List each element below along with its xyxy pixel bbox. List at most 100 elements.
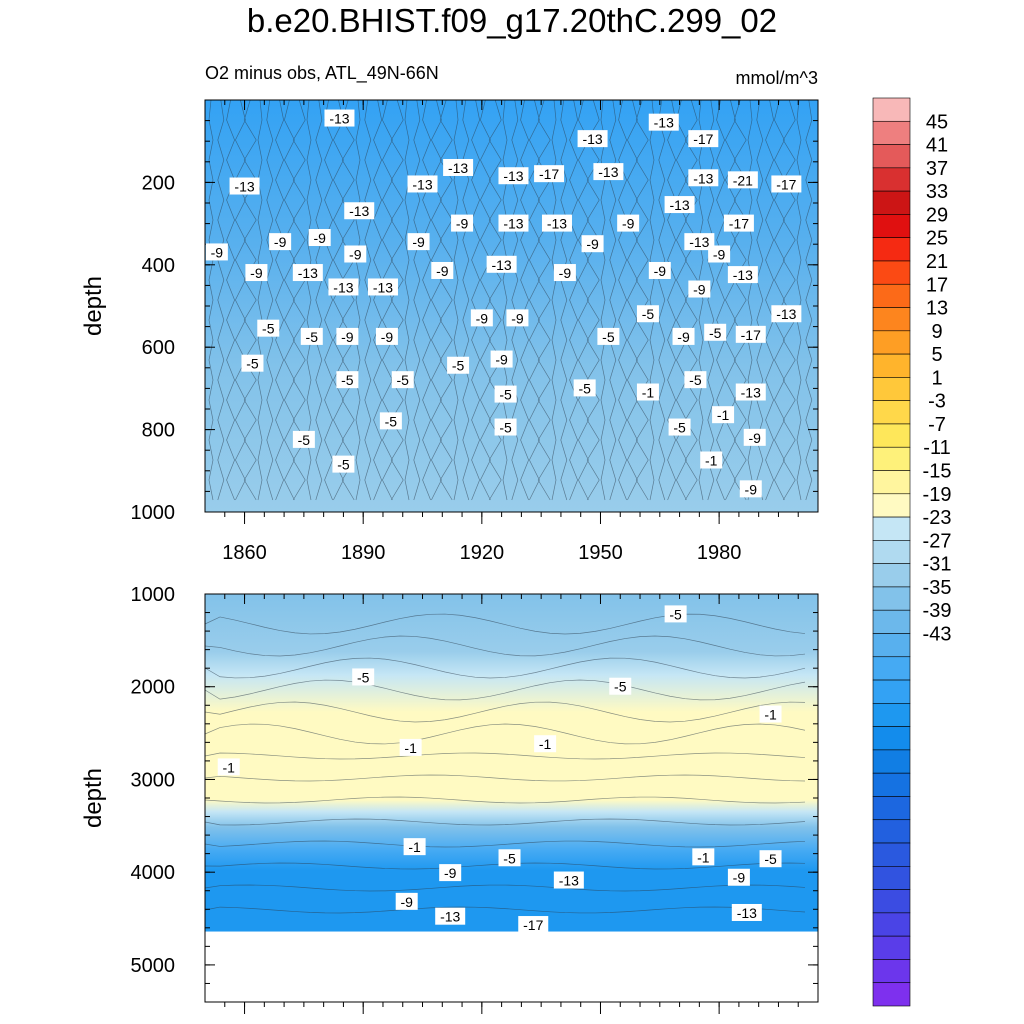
contour-label: -5	[332, 455, 355, 473]
contour-label: -5	[597, 327, 620, 345]
colorbar-swatch	[872, 330, 911, 355]
contour-label-text: -5	[614, 679, 627, 695]
colorbar-swatch	[872, 959, 911, 984]
y-tick-label: 1000	[131, 502, 176, 524]
contour-label-text: -13	[547, 216, 567, 232]
contour-label-box	[553, 871, 584, 889]
contour-label-box	[490, 350, 513, 368]
contour-label-text: -9	[274, 234, 287, 250]
contour-label: -5	[609, 677, 632, 695]
contour-label-text: -1	[705, 453, 718, 469]
contour-label-text: -13	[689, 234, 709, 250]
contour-label-box	[735, 383, 766, 401]
y-tick-label: 600	[142, 337, 175, 359]
contour-label: -13	[735, 383, 766, 401]
contour-label-box	[593, 163, 624, 181]
contour-label: -9	[506, 309, 529, 327]
contour-label-box	[447, 356, 470, 374]
contour-label-text: -13	[741, 385, 761, 401]
contour-label-box	[534, 165, 565, 183]
contour-label: -5	[391, 371, 414, 389]
contour-label-box	[688, 169, 719, 187]
contour-label: -9	[205, 243, 228, 261]
colorbar-swatch	[872, 749, 911, 774]
contour-labels: -13-13-13-17-13 -13-13-13 -17 -13 -13 -21 -17-…	[205, 109, 802, 498]
contour-label-box	[292, 430, 315, 448]
contour-label-text: -9	[349, 247, 362, 263]
contour-label: -9	[708, 245, 731, 263]
contour-label: -9	[308, 229, 331, 247]
contour-label-text: -9	[444, 865, 457, 881]
contour-label-text: -9	[436, 263, 449, 279]
contour-label-text: -17	[693, 131, 713, 147]
contour-label: -9	[431, 261, 454, 279]
contour-line	[204, 635, 806, 657]
contour-label-box	[391, 371, 414, 389]
contour-label-box	[636, 383, 659, 401]
contour-label-box	[723, 214, 754, 232]
contour-line	[204, 906, 806, 914]
colorbar-swatch	[872, 167, 911, 192]
contour-label-text: -5	[689, 372, 702, 388]
contour-line	[782, 99, 796, 501]
contour-label-box	[399, 738, 422, 756]
contour-fill	[205, 594, 818, 932]
contour-label-text: -5	[499, 420, 512, 436]
colorbar-swatch	[872, 842, 911, 867]
contour-label-box	[712, 406, 735, 424]
colorbar-swatch	[872, 120, 911, 145]
contour-label: -1	[399, 738, 422, 756]
contour-label-box	[771, 175, 802, 193]
contour-label: -1	[692, 848, 715, 866]
contour-line	[275, 99, 284, 501]
contour-label: -13	[648, 113, 679, 131]
colorbar-swatch	[872, 726, 911, 751]
contour-line	[226, 99, 235, 501]
contour-label-box	[684, 233, 715, 251]
contour-label-text: -13	[582, 131, 602, 147]
contour-label: -9	[727, 868, 750, 886]
colorbar-label: 41	[926, 135, 948, 157]
contour-label-text: -5	[452, 358, 465, 374]
contour-label: -9	[743, 428, 766, 446]
contour-label-text: -21	[733, 172, 753, 188]
contour-label: -13	[727, 266, 758, 284]
contour-label-text: -1	[717, 407, 730, 423]
contour-label: -13	[498, 214, 529, 232]
contour-label-box	[553, 264, 576, 282]
contour-label-text: -9	[250, 265, 263, 281]
chart-units-label: mmol/m^3	[735, 68, 818, 88]
contour-line	[333, 99, 344, 501]
colorbar-swatch	[872, 609, 911, 634]
contour-label-text: -1	[404, 740, 417, 756]
colorbar-label: -7	[928, 414, 946, 436]
colorbar-swatch	[872, 912, 911, 937]
contour-label-box	[407, 175, 438, 193]
contour-label-text: -9	[412, 234, 425, 250]
colorbar-label: -31	[923, 554, 952, 576]
contour-label-text: -13	[491, 257, 511, 273]
contour-line	[765, 99, 774, 501]
contour-label: -9	[375, 327, 398, 345]
contour-label: -9	[245, 264, 268, 282]
contour-line	[413, 99, 421, 501]
colorbar-label: 5	[931, 344, 942, 366]
contour-label: -9	[470, 309, 493, 327]
contour-line	[257, 99, 263, 501]
colorbar-swatch	[872, 819, 911, 844]
colorbar-swatch	[872, 446, 911, 471]
contour-label-text: -13	[234, 179, 254, 195]
contour-label-text: -9	[559, 265, 572, 281]
contour-label: -9	[648, 261, 671, 279]
colorbar-label: -11	[923, 437, 950, 459]
contour-line	[725, 99, 736, 501]
contour-label-box	[672, 327, 695, 345]
colorbar-label: 9	[931, 321, 942, 343]
contour-line	[796, 99, 802, 501]
colorbar-swatch	[872, 190, 911, 215]
contour-label: -5	[336, 371, 359, 389]
contour-label-text: -9	[654, 263, 667, 279]
contour-label-box	[217, 758, 240, 776]
contour-label-box	[743, 428, 766, 446]
y-tick-label: 3000	[131, 769, 176, 791]
